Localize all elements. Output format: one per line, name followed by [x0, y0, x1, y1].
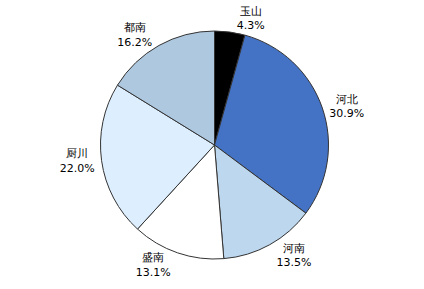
svg-text:都南16.2%: 都南16.2%: [117, 21, 152, 48]
svg-text:河北30.9%: 河北30.9%: [329, 93, 364, 120]
svg-text:盛南13.1%: 盛南13.1%: [136, 251, 171, 278]
svg-text:厨川22.0%: 厨川22.0%: [60, 147, 95, 174]
svg-text:河南13.5%: 河南13.5%: [277, 242, 312, 269]
svg-text:玉山4.3%: 玉山4.3%: [237, 5, 265, 32]
